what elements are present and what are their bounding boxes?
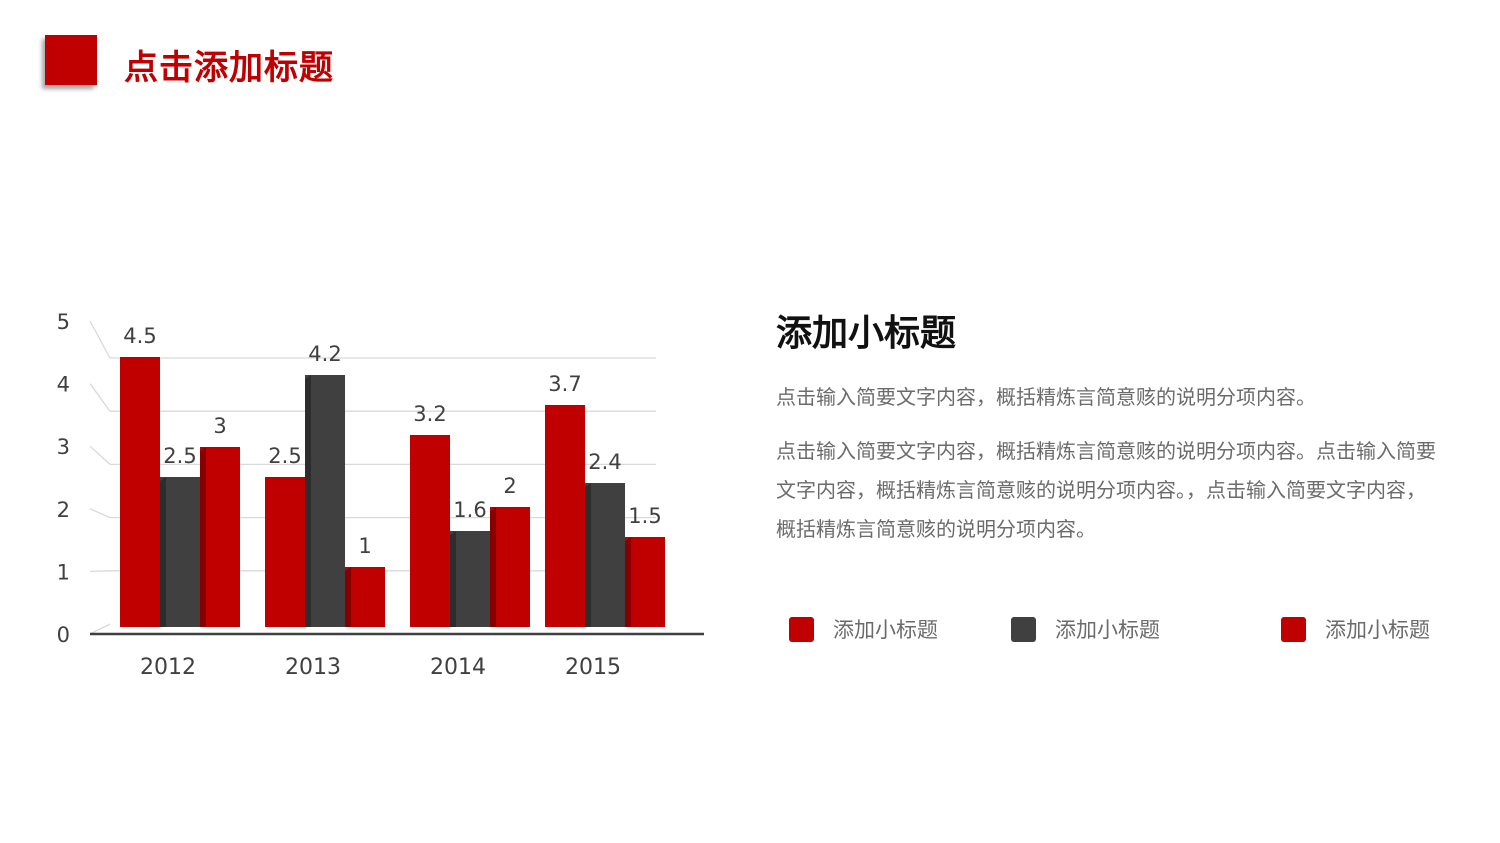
data-label: 2.4 [588, 450, 621, 474]
legend-swatch-3 [1281, 616, 1306, 642]
bar-front [410, 435, 450, 627]
gridline-side [89, 320, 111, 359]
data-label: 2 [503, 474, 516, 498]
bar-edge [490, 507, 496, 627]
bar-front [545, 405, 585, 627]
title-accent-square [45, 35, 97, 85]
paragraph-2: 点击输入简要文字内容，概括精炼言简意赅的说明分项内容。点击输入简要文字内容，概括… [776, 439, 1436, 541]
data-label: 1.5 [628, 504, 661, 528]
paragraph-1: 点击输入简要文字内容，概括精炼言简意赅的说明分项内容。 [776, 385, 1316, 409]
data-label: 4.2 [308, 342, 341, 366]
legend-item-1: 添加小标题 [789, 614, 938, 644]
data-label: 1 [358, 534, 371, 558]
legend-swatch-2 [1011, 616, 1036, 642]
y-tick-label: 5 [57, 310, 70, 334]
bar-front [305, 375, 345, 627]
data-label: 3.7 [548, 372, 581, 396]
y-tick-label: 0 [57, 623, 70, 647]
legend-item-3: 添加小标题 [1281, 614, 1430, 644]
bar-front [450, 531, 490, 627]
bar-edge [625, 537, 631, 627]
bar-front [490, 507, 530, 627]
y-tick-label: 4 [57, 373, 70, 397]
bar-edge [160, 477, 166, 627]
data-label: 3 [213, 414, 226, 438]
legend-label-1: 添加小标题 [833, 618, 938, 642]
data-label: 3.2 [413, 402, 446, 426]
section-subtitle: 添加小标题 [776, 313, 957, 354]
bar-front [625, 537, 665, 627]
data-label: 4.5 [123, 324, 156, 348]
x-tick-label: 2012 [140, 655, 196, 680]
bar-front [120, 357, 160, 627]
y-tick-label: 3 [57, 435, 70, 459]
bar-edge [585, 483, 591, 627]
page-title: 点击添加标题 [124, 48, 334, 88]
bar-front [345, 567, 385, 627]
bar-front [200, 447, 240, 627]
y-tick-label: 1 [57, 560, 70, 584]
data-label: 2.5 [268, 444, 301, 468]
bar-front [585, 483, 625, 627]
bar-edge [305, 375, 311, 627]
bar-edge [200, 447, 206, 627]
gridline-side [89, 508, 111, 519]
legend-label-2: 添加小标题 [1055, 618, 1160, 642]
x-tick-label: 2013 [285, 655, 341, 680]
bar-front [265, 477, 305, 627]
legend-swatch-1 [789, 616, 814, 642]
y-tick-label: 2 [57, 498, 70, 522]
x-tick-label: 2014 [430, 655, 486, 680]
bar-edge [450, 531, 456, 627]
bar-front [160, 477, 200, 627]
gridline-side [89, 445, 111, 465]
x-tick-label: 2015 [565, 655, 621, 680]
gridline-side [89, 570, 111, 573]
gridline-side [89, 623, 111, 635]
data-label: 1.6 [453, 498, 486, 522]
legend-item-2: 添加小标题 [1011, 614, 1160, 644]
bar-edge [345, 567, 351, 627]
legend-label-3: 添加小标题 [1325, 618, 1430, 642]
gridline-side [89, 383, 111, 412]
data-label: 2.5 [163, 444, 196, 468]
